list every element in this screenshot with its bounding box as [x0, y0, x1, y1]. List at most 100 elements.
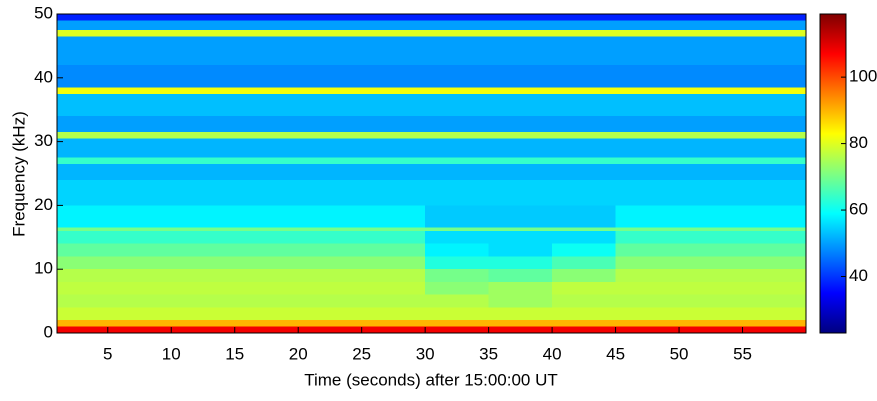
spectrogram-cell: [298, 320, 362, 327]
spectrogram-cell: [234, 65, 299, 88]
spectrogram-cell: [679, 320, 743, 327]
spectrogram-cell: [679, 29, 743, 37]
spectrogram-cell: [234, 269, 299, 282]
spectrogram-cell: [298, 29, 362, 37]
spectrogram-cell: [361, 281, 426, 295]
spectrogram-cell: [171, 294, 235, 308]
spectrogram-cell: [742, 205, 806, 228]
spectrogram-cell: [361, 294, 426, 308]
spectrogram-cell: [488, 87, 553, 94]
spectrogram-cell: [361, 87, 426, 94]
spectrogram-cell: [742, 230, 806, 244]
spectrogram-cell: [107, 87, 172, 94]
spectrogram-cell: [425, 179, 489, 206]
colorbar-tick-label: 60: [849, 200, 868, 219]
spectrogram-cell: [171, 326, 235, 333]
spectrogram-cell: [425, 320, 489, 327]
spectrogram-cell: [742, 116, 806, 133]
spectrogram-cell: [488, 227, 553, 231]
spectrogram-cell: [615, 14, 680, 21]
spectrogram-cell: [57, 205, 108, 228]
spectrogram-cell: [488, 294, 553, 308]
spectrogram-cell: [57, 116, 108, 133]
spectrogram-cell: [425, 20, 489, 30]
spectrogram-cell: [742, 163, 806, 180]
spectrogram-cell: [171, 256, 235, 270]
spectrogram-cell: [107, 320, 172, 327]
spectrogram-cell: [234, 87, 299, 94]
spectrogram-cell: [107, 20, 172, 30]
spectrogram-cell: [742, 326, 806, 333]
spectrogram-cell: [552, 138, 616, 158]
spectrogram-cell: [298, 307, 362, 321]
spectrogram-cell: [107, 281, 172, 295]
spectrogram-cell: [361, 116, 426, 133]
spectrogram-cell: [679, 230, 743, 244]
spectrogram-cell: [742, 157, 806, 164]
spectrogram-cell: [552, 281, 616, 295]
spectrogram-cell: [171, 87, 235, 94]
spectrogram-cell: [57, 256, 108, 270]
spectrogram-cell: [234, 132, 299, 139]
spectrogram-cell: [552, 20, 616, 30]
spectrogram-cell: [57, 320, 108, 327]
spectrogram-cell: [298, 230, 362, 244]
spectrogram-cell: [361, 132, 426, 139]
x-tick-label: 20: [289, 344, 308, 363]
spectrogram-cell: [298, 87, 362, 94]
spectrogram-cell: [234, 157, 299, 164]
spectrogram-cell: [234, 20, 299, 30]
spectrogram-cell: [742, 36, 806, 66]
spectrogram-cell: [679, 269, 743, 282]
spectrogram-cell: [234, 227, 299, 231]
spectrogram-cell: [57, 65, 108, 88]
spectrogram-cell: [234, 179, 299, 206]
spectrogram-cell: [488, 163, 553, 180]
spectrogram-cell: [298, 269, 362, 282]
spectrogram-cell: [57, 138, 108, 158]
spectrogram-cell: [361, 157, 426, 164]
spectrogram-cell: [171, 14, 235, 21]
spectrogram-cell: [425, 157, 489, 164]
spectrogram-cell: [57, 227, 108, 231]
spectrogram-cell: [552, 230, 616, 244]
x-tick-label: 55: [733, 344, 752, 363]
spectrogram-cell: [107, 230, 172, 244]
spectrogram-cell: [234, 230, 299, 244]
spectrogram-cell: [107, 163, 172, 180]
spectrogram-cell: [615, 326, 680, 333]
spectrogram-cell: [57, 36, 108, 66]
spectrogram-cell: [361, 269, 426, 282]
x-tick-label: 5: [103, 344, 112, 363]
spectrogram-cell: [742, 138, 806, 158]
spectrogram-cell: [552, 116, 616, 133]
spectrogram-cell: [679, 281, 743, 295]
spectrogram-cell: [425, 269, 489, 282]
spectrogram-cell: [488, 157, 553, 164]
spectrogram-cell: [361, 14, 426, 21]
spectrogram-cell: [488, 230, 553, 244]
spectrogram-cell: [742, 20, 806, 30]
spectrogram-cell: [361, 36, 426, 66]
spectrogram-cell: [57, 157, 108, 164]
spectrogram-cell: [488, 93, 553, 117]
spectrogram-cell: [552, 243, 616, 257]
spectrogram-cell: [298, 132, 362, 139]
spectrogram-cell: [615, 138, 680, 158]
x-tick-label: 25: [352, 344, 371, 363]
spectrogram-cell: [171, 132, 235, 139]
spectrogram-cell: [234, 256, 299, 270]
spectrogram-cell: [171, 163, 235, 180]
spectrogram-cell: [234, 93, 299, 117]
spectrogram-cell: [361, 227, 426, 231]
spectrogram-cell: [615, 20, 680, 30]
spectrogram-cell: [234, 281, 299, 295]
spectrogram-cell: [679, 93, 743, 117]
spectrogram-cell: [679, 163, 743, 180]
spectrogram-cell: [425, 116, 489, 133]
spectrogram-cell: [298, 138, 362, 158]
spectrogram-cell: [107, 93, 172, 117]
x-tick-label: 10: [162, 344, 181, 363]
spectrogram-cell: [679, 256, 743, 270]
